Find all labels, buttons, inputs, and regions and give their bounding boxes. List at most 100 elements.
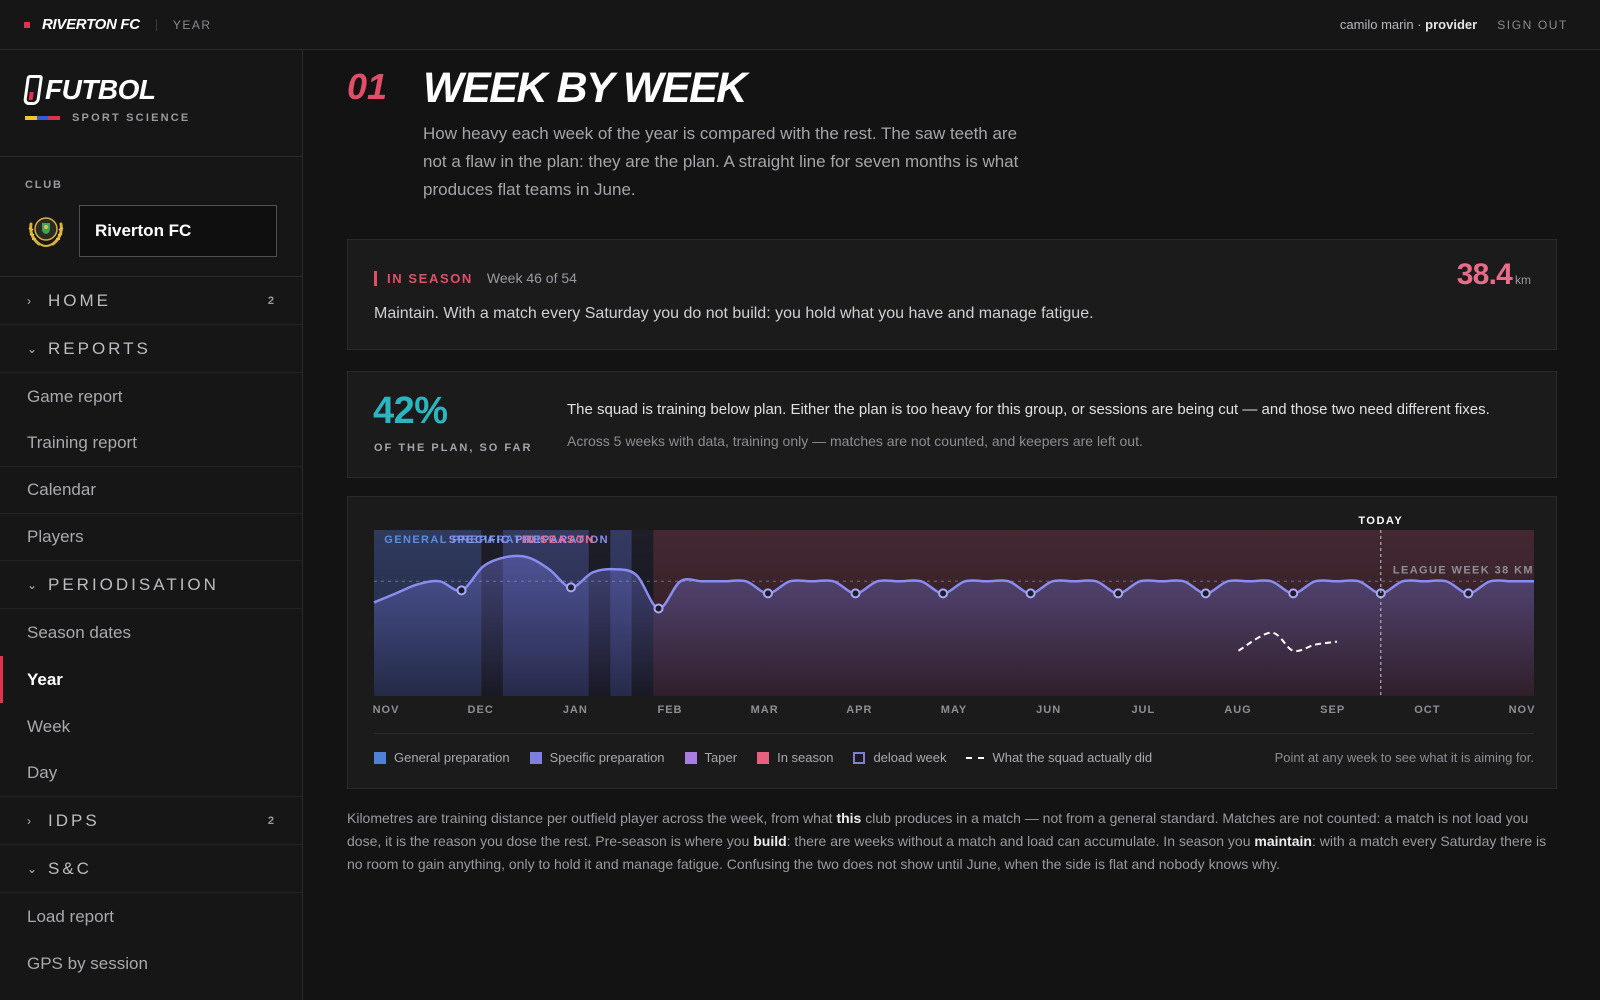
deload-marker	[1463, 588, 1474, 599]
month-tick-label: NOV	[1509, 704, 1536, 716]
legend-label: What the squad actually did	[992, 750, 1153, 765]
legend-swatch	[853, 751, 866, 764]
methodology-note: Kilometres are training distance per out…	[347, 807, 1559, 876]
plan-area	[374, 555, 1534, 696]
plan-headline: The squad is training below plan. Either…	[567, 401, 1490, 418]
note-text: : there are weeks without a match and lo…	[786, 833, 1255, 849]
user-role: provider	[1425, 17, 1478, 32]
nav-section-idps[interactable]: › IDPS 2	[0, 797, 302, 845]
sidebar-item-day[interactable]: Day	[0, 750, 302, 797]
logo-block[interactable]: FUTBOL SPORT SCIENCE	[0, 50, 302, 157]
nav-section-reports[interactable]: ⌄ REPORTS	[0, 325, 302, 373]
legend-divider	[374, 733, 1534, 734]
season-description: Maintain. With a match every Saturday yo…	[374, 305, 1094, 322]
week-counter: Week 46 of 54	[486, 270, 577, 286]
logo-text: FUTBOL	[45, 74, 156, 105]
season-phase-tag: IN SEASON	[387, 271, 473, 286]
month-tick-label: MAR	[751, 704, 779, 716]
logo-icon	[22, 75, 44, 105]
club-select[interactable]: Riverton FC	[79, 205, 277, 257]
user-name: camilo marin ·	[1339, 17, 1422, 32]
legend-general: General preparation	[374, 750, 510, 765]
legend-swatch	[529, 751, 542, 764]
weekly-km-target: 38.4 km	[1457, 258, 1531, 292]
sidebar-item-season-dates[interactable]: Season dates	[27, 622, 131, 642]
legend-label: General preparation	[394, 750, 510, 765]
sidebar-item-players[interactable]: Players	[0, 514, 302, 561]
sidebar-item-load-report[interactable]: Load report	[27, 906, 114, 926]
sidebar-item-calendar[interactable]: Calendar	[0, 467, 302, 514]
legend-taper: Taper	[684, 750, 738, 765]
chevron-down-icon: ⌄	[27, 861, 38, 876]
month-tick-label: DEC	[468, 704, 494, 716]
nav-section-home[interactable]: › HOME 2	[0, 277, 302, 325]
brand-name[interactable]: RIVERTON FC	[42, 16, 140, 33]
nav-count-badge: 2	[267, 814, 274, 827]
page-title: WEEK BY WEEK	[423, 64, 747, 112]
month-tick-label: NOV	[373, 704, 400, 716]
legend-specific: Specific preparation	[529, 750, 665, 765]
today-label: TODAY	[1358, 515, 1403, 527]
deload-marker	[1025, 588, 1036, 599]
chevron-down-icon: ⌄	[27, 577, 38, 592]
deload-marker	[1113, 588, 1124, 599]
chevron-down-icon: ⌄	[27, 341, 38, 356]
plan-compliance-card: 42% OF THE PLAN, SO FAR The squad is tra…	[347, 371, 1557, 478]
phase-marker	[374, 270, 377, 286]
legend-swatch	[757, 751, 770, 764]
brand-dot	[24, 21, 30, 28]
club-block: CLUB Riverton FC	[0, 157, 302, 277]
nav-section-label: REPORTS	[48, 338, 151, 358]
month-tick-label: SEP	[1320, 704, 1345, 716]
deload-marker	[762, 588, 773, 599]
note-emphasis: build	[753, 833, 787, 849]
month-tick-label: JUL	[1131, 704, 1155, 716]
legend-actual: What the squad actually did	[966, 750, 1152, 765]
plan-note: Across 5 weeks with data, training only …	[567, 433, 1143, 449]
section-number: 01	[347, 66, 388, 107]
deload-marker	[456, 585, 467, 596]
nav-section-periodisation[interactable]: ⌄ PERIODISATION	[0, 561, 302, 609]
deload-marker	[1200, 588, 1211, 599]
top-bar: RIVERTON FC YEAR camilo marin · provider…	[0, 0, 1600, 50]
legend-label: Specific preparation	[549, 750, 665, 765]
legend-deload: deload week	[853, 750, 946, 765]
km-value: 38.4	[1456, 258, 1513, 291]
nav-section-label: PERIODISATION	[48, 574, 219, 594]
logo-subtitle: SPORT SCIENCE	[72, 112, 191, 124]
deload-marker	[565, 582, 576, 593]
month-tick-label: OCT	[1414, 704, 1440, 716]
sidebar: FUTBOL SPORT SCIENCE CLUB Riverton FC › …	[0, 50, 303, 1000]
month-tick-label: FEB	[658, 704, 683, 716]
deload-marker	[938, 588, 949, 599]
legend-swatch	[684, 751, 697, 764]
club-crest-icon	[28, 217, 64, 247]
nav-section-label: IDPS	[48, 810, 100, 830]
legend-label: Taper	[704, 750, 738, 765]
month-tick-label: JUN	[1036, 704, 1061, 716]
sidebar-item-gps-by-session[interactable]: GPS by session	[27, 953, 148, 973]
nav-section-sc[interactable]: ⌄ S&C	[0, 845, 302, 893]
sidebar-item-game-report[interactable]: Game report	[27, 386, 123, 406]
note-emphasis: this	[836, 810, 862, 826]
season-status-card: IN SEASON Week 46 of 54 Maintain. With a…	[347, 239, 1557, 350]
sidebar-item-year[interactable]: Year	[0, 656, 302, 703]
sidebar-item-training-report[interactable]: Training report	[0, 420, 302, 467]
week-load-chart-card: TODAY GENERAL PREPARATION SPECIFIC PREPAR…	[347, 496, 1557, 789]
nav-section-label: HOME	[48, 290, 111, 310]
legend-label: deload week	[873, 750, 947, 765]
sign-out-button[interactable]: SIGN OUT	[1497, 17, 1568, 32]
nav-count-badge: 2	[267, 294, 274, 307]
note-text: club produces in a match — not from a ge…	[347, 810, 1529, 849]
deload-marker	[1288, 588, 1299, 599]
phase-label: SPECIFIC PREPARATION	[449, 534, 609, 546]
deload-marker	[850, 588, 861, 599]
chevron-right-icon: ›	[27, 293, 31, 308]
user-info: camilo marin · provider	[1340, 17, 1477, 32]
note-emphasis: maintain	[1254, 833, 1312, 849]
note-text: : with a match every Saturday there is n…	[347, 833, 1547, 872]
reference-label: LEAGUE WEEK 38 KM	[1393, 564, 1534, 576]
sidebar-item-week[interactable]: Week	[27, 716, 71, 736]
flag-stripes	[25, 116, 61, 120]
